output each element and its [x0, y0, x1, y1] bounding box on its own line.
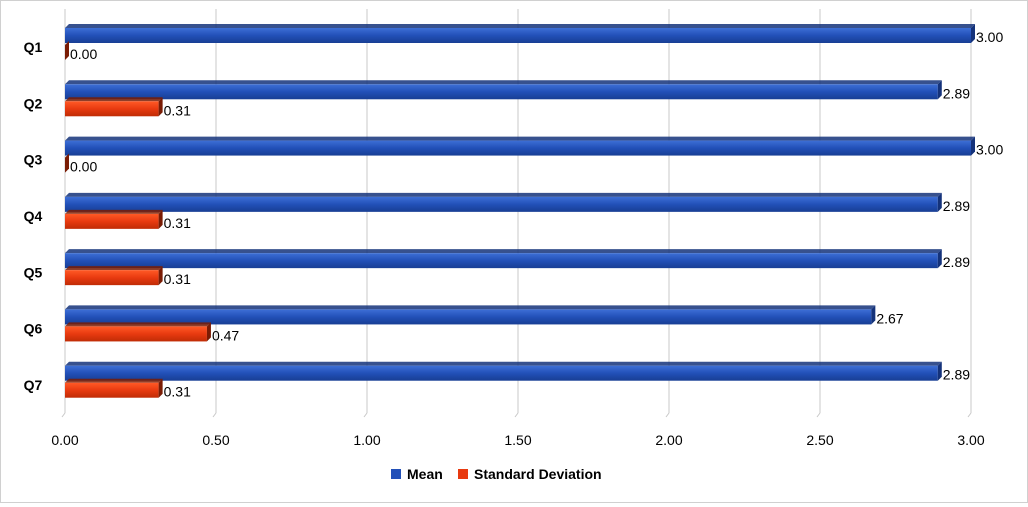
- mean-data-label: 2.89: [943, 367, 970, 383]
- sd-data-label: 0.47: [212, 327, 239, 343]
- sd-data-label: 0.31: [164, 215, 191, 231]
- mean-data-label: 2.89: [943, 85, 970, 101]
- bar-top-face: [65, 193, 942, 197]
- mean-data-label: 3.00: [976, 29, 1003, 45]
- bar-top-face: [65, 322, 211, 326]
- bar-front-face: [65, 253, 938, 268]
- mean-bar: [65, 249, 942, 268]
- gridline-foot-6: [968, 413, 971, 417]
- x-tick-label: 2.00: [655, 432, 682, 448]
- sd-data-label: 0.00: [70, 46, 97, 62]
- bar-top-face: [65, 210, 163, 214]
- mean-bar: [65, 24, 975, 43]
- sd-data-label: 0.31: [164, 384, 191, 400]
- bar-front-face: [65, 197, 938, 212]
- legend-swatch: [391, 469, 401, 479]
- bar-side-face: [65, 41, 69, 60]
- mean-bar: [65, 193, 942, 212]
- bar-top-face: [65, 137, 975, 141]
- mean-data-label: 3.00: [976, 142, 1003, 158]
- sd-bar: [65, 210, 163, 229]
- bar-top-face: [65, 80, 942, 84]
- x-tick-label: 2.50: [806, 432, 833, 448]
- gridline-foot-4: [666, 413, 669, 417]
- category-label: Q7: [24, 377, 43, 393]
- gridlines: [62, 9, 971, 417]
- x-tick-label: 0.50: [202, 432, 229, 448]
- sd-bar: [65, 154, 69, 173]
- category-label: Q5: [24, 264, 43, 280]
- sd-data-label: 0.31: [164, 271, 191, 287]
- mean-data-label: 2.67: [876, 310, 903, 326]
- category-label: Q6: [24, 321, 43, 337]
- bar-front-face: [65, 383, 159, 398]
- gridline-foot-0: [62, 413, 65, 417]
- gridline-foot-1: [213, 413, 216, 417]
- bar-top-face: [65, 362, 942, 366]
- bar-front-face: [65, 28, 971, 43]
- bar-top-face: [65, 249, 942, 253]
- sd-bar: [65, 266, 163, 285]
- bar-front-face: [65, 101, 159, 116]
- bar-top-face: [65, 305, 875, 309]
- mean-bar: [65, 362, 942, 381]
- sd-bar: [65, 41, 69, 60]
- sd-bar: [65, 379, 163, 398]
- x-tick-label: 0.00: [51, 432, 78, 448]
- bar-front-face: [65, 270, 159, 285]
- bars: [65, 24, 975, 398]
- mean-bar: [65, 80, 942, 99]
- sd-bar: [65, 97, 163, 116]
- x-tick-label: 3.00: [957, 432, 984, 448]
- legend-item: Mean: [391, 466, 443, 482]
- bar-front-face: [65, 326, 207, 341]
- bar-front-face: [65, 309, 871, 324]
- x-tick-label: 1.00: [353, 432, 380, 448]
- legend-label: Standard Deviation: [474, 466, 602, 482]
- bar-side-face: [65, 154, 69, 173]
- category-label: Q1: [24, 39, 43, 55]
- legend-label: Mean: [407, 466, 443, 482]
- category-label: Q3: [24, 152, 43, 168]
- bar-top-face: [65, 379, 163, 383]
- bar-top-face: [65, 97, 163, 101]
- sd-data-label: 0.31: [164, 102, 191, 118]
- legend-swatch: [458, 469, 468, 479]
- bar-front-face: [65, 366, 938, 381]
- x-tick-label: 1.50: [504, 432, 531, 448]
- gridline-foot-3: [515, 413, 518, 417]
- bar-front-face: [65, 141, 971, 156]
- sd-data-label: 0.00: [70, 159, 97, 175]
- gridline-foot-2: [364, 413, 367, 417]
- gridline-foot-5: [817, 413, 820, 417]
- category-label: Q4: [24, 208, 43, 224]
- sd-bar: [65, 322, 211, 341]
- mean-bar: [65, 137, 975, 156]
- mean-data-label: 2.89: [943, 254, 970, 270]
- bar-top-face: [65, 266, 163, 270]
- mean-bar: [65, 305, 875, 324]
- mean-data-label: 2.89: [943, 198, 970, 214]
- category-label: Q2: [24, 95, 43, 111]
- legend: Mean Standard Deviation: [391, 466, 602, 482]
- bar-front-face: [65, 84, 938, 99]
- bar-front-face: [65, 214, 159, 229]
- bar-top-face: [65, 24, 975, 28]
- legend-item: Standard Deviation: [458, 466, 602, 482]
